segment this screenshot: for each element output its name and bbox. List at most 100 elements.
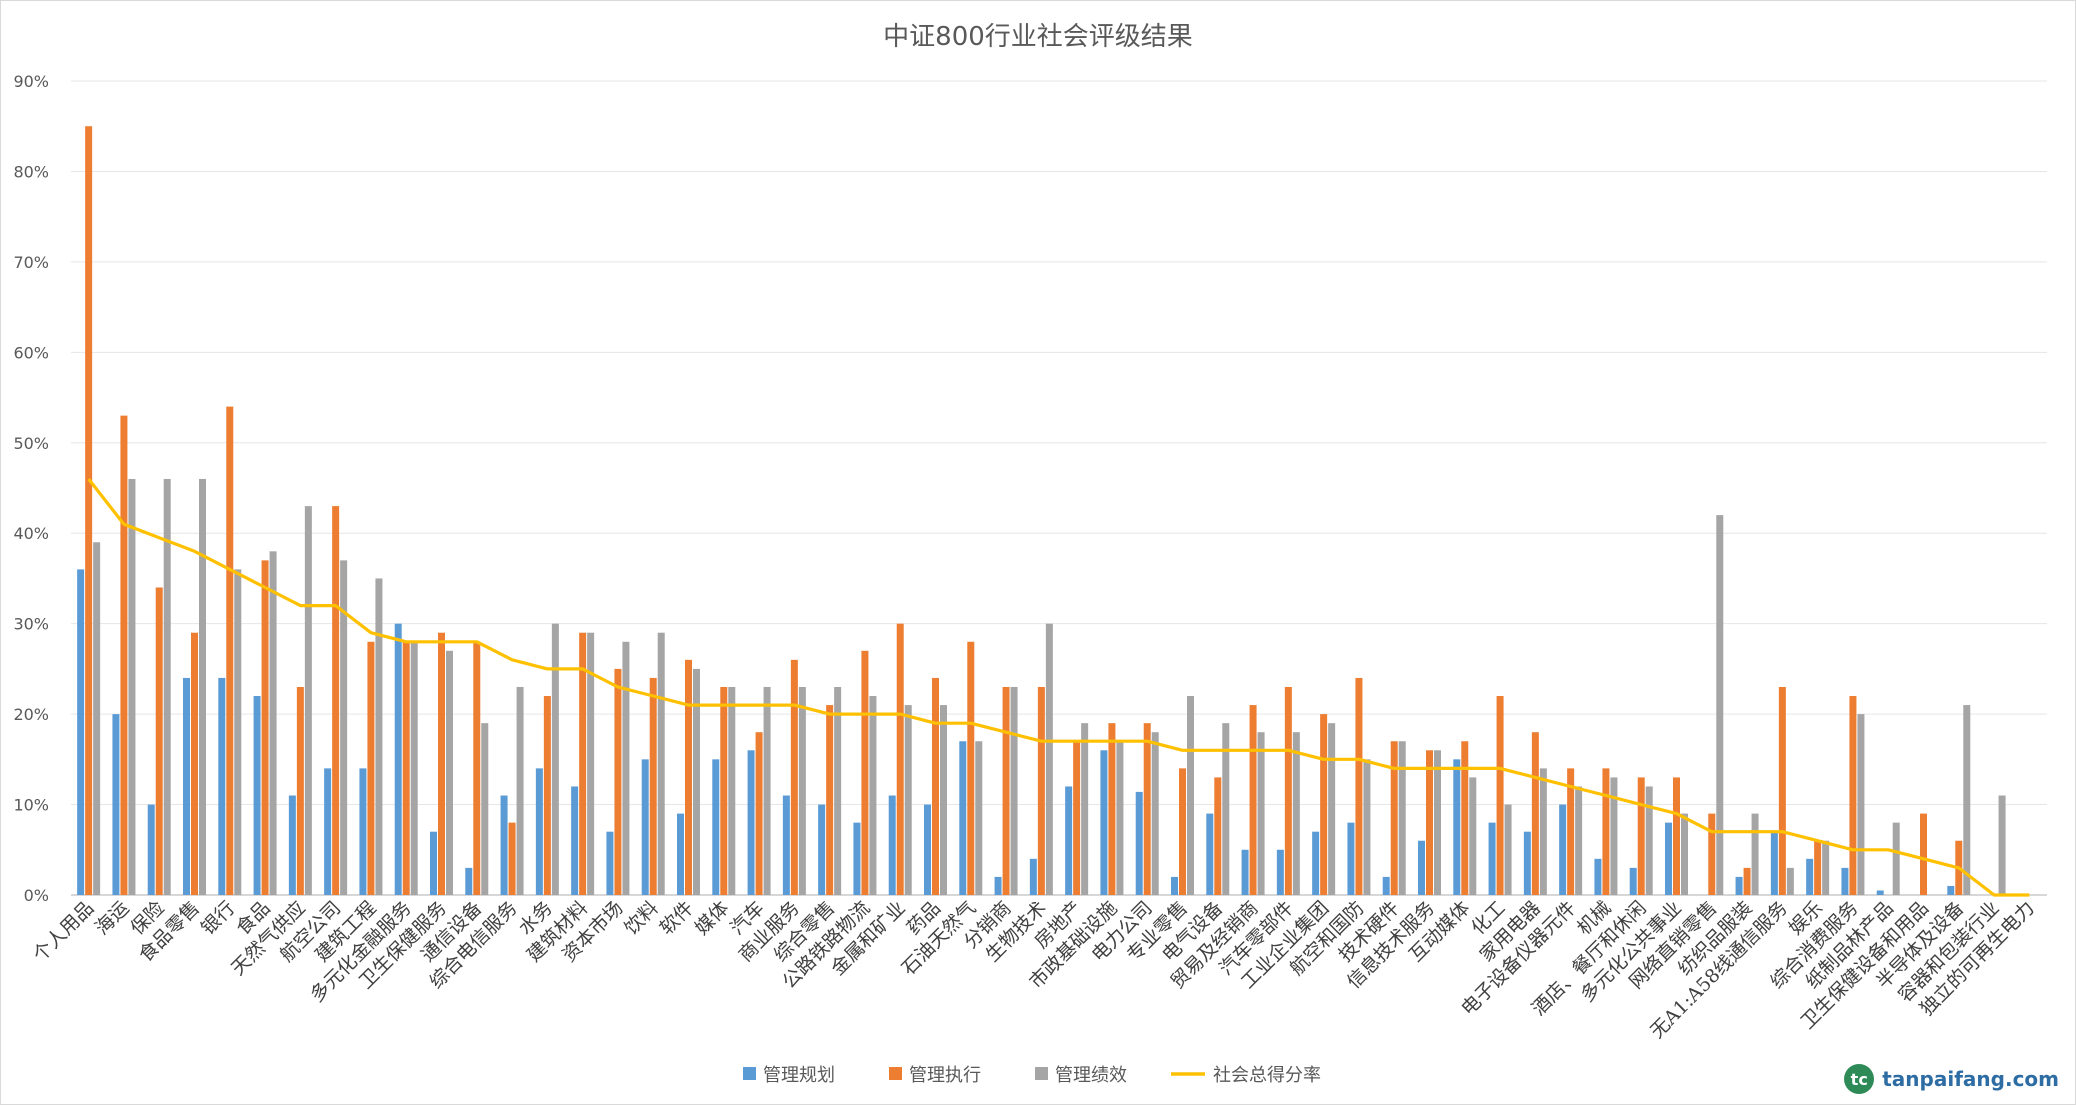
x-axis-labels: 个人用品海运保险食品零售银行食品天然气供应航空公司建筑工程多元化金融服务卫生保健…: [29, 897, 2039, 1043]
legend-label: 社会总得分率: [1213, 1065, 1321, 1086]
y-tick-label: 80%: [13, 162, 49, 181]
bar-0-36: [1347, 822, 1355, 895]
y-tick-label: 10%: [13, 796, 49, 815]
bar-1-1: [120, 415, 128, 895]
bar-0-8: [359, 768, 367, 895]
y-axis-ticks: 0% 10% 20% 30% 40% 50% 60% 70% 80% 90%: [13, 72, 49, 905]
bar-1-22: [861, 650, 869, 895]
bar-0-50: [1841, 867, 1849, 895]
bar-2-8: [375, 578, 383, 895]
bar-2-44: [1645, 786, 1653, 895]
watermark-logo-icon: tc: [1844, 1064, 1875, 1094]
bar-0-35: [1312, 831, 1320, 895]
bar-0-21: [818, 804, 826, 895]
bar-1-28: [1073, 741, 1081, 895]
bar-0-17: [677, 813, 684, 895]
bar-2-10: [446, 650, 453, 895]
bar-1-27: [1037, 686, 1045, 895]
bar-0-7: [324, 768, 332, 895]
bar-2-22: [869, 696, 877, 895]
bar-0-48: [1770, 831, 1778, 895]
bar-2-17: [693, 668, 700, 895]
bar-1-33: [1249, 705, 1257, 895]
bar-2-25: [975, 741, 983, 895]
bar-1-50: [1849, 696, 1857, 895]
bar-2-49: [1822, 840, 1830, 895]
bar-1-24: [932, 677, 939, 895]
bar-0-43: [1594, 858, 1602, 895]
bar-0-45: [1665, 822, 1672, 895]
bar-2-38: [1434, 750, 1441, 895]
legend: 管理规划 管理执行 管理绩效 社会总得分率: [743, 1065, 1321, 1086]
bar-2-50: [1857, 714, 1865, 895]
bar-2-51: [1892, 822, 1900, 895]
bars: [77, 126, 2006, 895]
bar-1-34: [1284, 686, 1292, 895]
bar-0-29: [1100, 750, 1108, 895]
bar-0-53: [1947, 885, 1955, 895]
bar-0-41: [1523, 831, 1531, 895]
bar-2-12: [516, 686, 524, 895]
bar-0-22: [853, 822, 861, 895]
bar-2-43: [1610, 777, 1618, 895]
bar-1-37: [1390, 741, 1398, 895]
bar-1-8: [367, 641, 375, 895]
bar-2-34: [1292, 732, 1300, 895]
bar-1-20: [790, 659, 798, 895]
bar-2-46: [1716, 515, 1724, 895]
bar-0-2: [147, 804, 155, 895]
bar-1-23: [896, 623, 904, 895]
bar-2-29: [1116, 741, 1124, 895]
bar-0-10: [430, 831, 437, 895]
chart-title: 中证800行业社会评级结果: [883, 22, 1193, 52]
line-series-0: [87, 478, 2030, 897]
bar-2-6: [304, 506, 312, 895]
bar-2-36: [1363, 759, 1371, 895]
y-tick-label: 90%: [13, 72, 49, 91]
bar-0-15: [606, 831, 614, 895]
bar-1-36: [1355, 677, 1363, 895]
bar-0-28: [1065, 786, 1073, 895]
bar-1-3: [191, 632, 198, 895]
bar-0-3: [183, 677, 190, 895]
bar-2-1: [128, 478, 136, 895]
legend-label: 管理执行: [909, 1065, 981, 1086]
bar-1-40: [1496, 696, 1504, 895]
bar-0-27: [1029, 858, 1037, 895]
bar-0-34: [1276, 849, 1284, 895]
bar-1-26: [1002, 686, 1010, 895]
bar-1-42: [1567, 768, 1575, 895]
bar-2-21: [834, 686, 842, 895]
x-tick-label: 饮料: [620, 897, 662, 939]
bar-1-10: [438, 632, 445, 895]
bar-1-45: [1673, 777, 1680, 895]
bar-1-0: [85, 126, 93, 895]
bar-2-15: [622, 641, 630, 895]
bar-2-41: [1539, 768, 1547, 895]
bar-0-33: [1241, 849, 1249, 895]
x-tick-label: 媒体: [691, 897, 733, 939]
bar-2-19: [763, 686, 771, 895]
bar-1-15: [614, 668, 622, 895]
bar-1-5: [261, 560, 269, 895]
bar-2-24: [940, 705, 947, 895]
bar-1-31: [1179, 768, 1186, 895]
watermark-text: tanpaifang.com: [1882, 1067, 2059, 1091]
bar-0-37: [1382, 876, 1390, 895]
legend-label: 管理绩效: [1055, 1065, 1127, 1086]
bar-1-9: [402, 641, 410, 895]
x-tick-label: 个人用品: [29, 897, 98, 966]
bar-2-47: [1751, 813, 1759, 895]
bar-1-4: [226, 406, 234, 895]
bar-0-5: [253, 696, 261, 895]
bar-0-49: [1806, 858, 1814, 895]
bar-1-19: [755, 732, 763, 895]
legend-swatch: [1035, 1067, 1048, 1080]
bar-0-0: [77, 569, 85, 895]
bar-1-52: [1920, 813, 1927, 895]
bar-2-53: [1963, 705, 1971, 895]
bar-2-31: [1187, 696, 1194, 895]
y-tick-label: 0%: [24, 886, 49, 905]
